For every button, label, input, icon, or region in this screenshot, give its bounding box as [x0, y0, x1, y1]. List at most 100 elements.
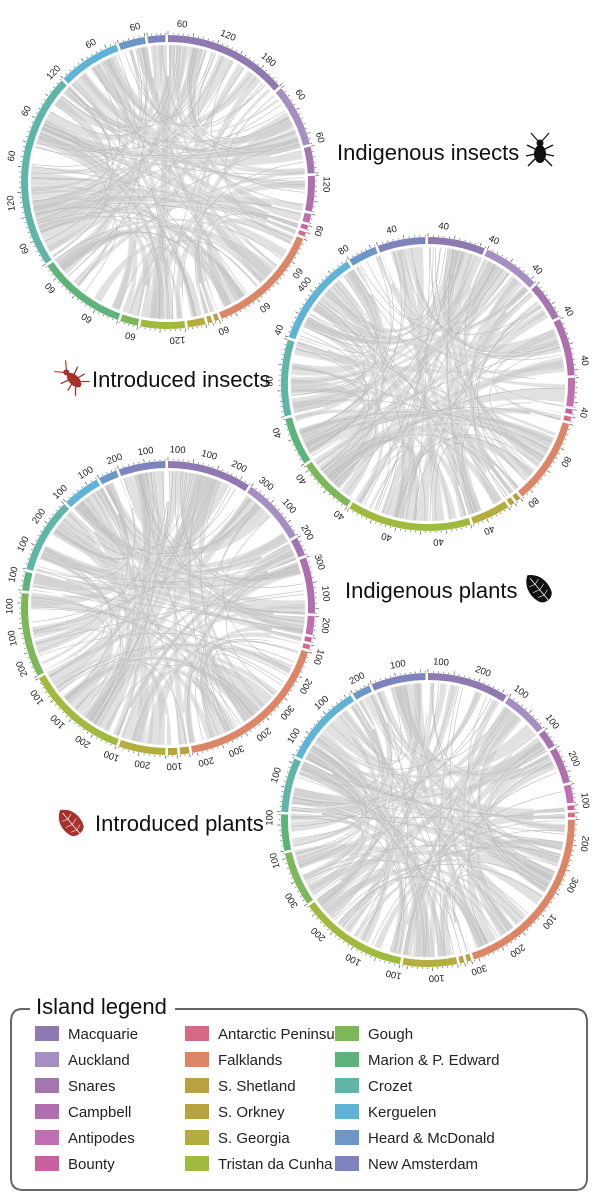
axis-tick — [265, 70, 267, 72]
axis-tick — [226, 471, 228, 473]
chord-line — [331, 275, 384, 483]
island-arc — [349, 246, 378, 266]
tick-label: 80 — [336, 243, 351, 258]
axis-tick — [244, 54, 247, 57]
tick-label: 200 — [229, 458, 248, 475]
axis-tick — [560, 448, 564, 451]
axis-tick — [55, 704, 57, 706]
panel-indigenous-insects: 60 120 180 60 60 120 60 60 60 60 120 60 60 60 60 120 60 6… — [5, 19, 555, 346]
tick-label: 100 — [7, 566, 21, 584]
axis-tick — [65, 288, 67, 291]
axis-tick — [556, 745, 560, 748]
chord-line — [180, 471, 303, 588]
chord-ribbon — [63, 656, 256, 722]
sector-divider — [453, 922, 464, 954]
chord-line — [303, 761, 565, 819]
chord-ribbon — [83, 472, 152, 723]
axis-tick — [269, 73, 271, 75]
tick-label: 300 — [283, 891, 301, 910]
axis-tick — [63, 499, 66, 502]
axis-tick — [105, 741, 107, 744]
axis-tick — [541, 914, 545, 917]
sector-divider — [270, 633, 302, 644]
tick-label: 200 — [348, 670, 367, 687]
axis-tick — [510, 941, 513, 944]
chord-line — [60, 232, 229, 306]
axis-tick — [283, 338, 288, 340]
tick-label: 180 — [259, 51, 278, 70]
axis-tick — [280, 850, 284, 853]
island-arc — [147, 35, 166, 44]
axis-tick — [317, 720, 319, 722]
axis-tick — [51, 274, 54, 276]
chord-line — [78, 48, 146, 286]
sector-divider — [164, 713, 168, 746]
axis-tick — [287, 519, 291, 523]
island-arc — [549, 747, 570, 784]
chord-line — [130, 49, 304, 206]
axis-tick — [537, 482, 539, 484]
sector-divider — [493, 465, 516, 492]
chord-ribbon — [115, 548, 296, 739]
axis-tick — [277, 706, 280, 708]
axis-tick — [339, 938, 341, 940]
chord-line — [117, 247, 195, 317]
axis-tick — [231, 740, 234, 743]
legend-swatch — [335, 1156, 359, 1171]
axis-tick — [506, 257, 508, 260]
axis-tick — [39, 682, 42, 685]
axis-tick — [219, 320, 221, 324]
chord-line — [68, 230, 120, 283]
axis-tick — [352, 255, 354, 258]
legend-swatch — [335, 1052, 359, 1067]
chord-line — [342, 712, 512, 929]
axis-tick — [287, 95, 290, 97]
axis-tick — [527, 273, 529, 276]
island-arc — [140, 319, 186, 329]
axis-tick — [72, 493, 75, 495]
chord-line — [438, 686, 460, 956]
tick-label: 200 — [319, 617, 332, 634]
axis-tick — [547, 470, 551, 473]
axis-tick — [80, 58, 84, 62]
sector-divider — [314, 879, 342, 900]
chord-line — [96, 491, 181, 745]
chord-line — [33, 104, 282, 209]
tick-label: 200 — [578, 835, 591, 852]
axis-tick — [343, 941, 345, 943]
chord-line — [105, 485, 254, 716]
chord-line — [379, 691, 409, 953]
axis-tick — [115, 468, 117, 471]
chord-line — [464, 264, 509, 327]
axis-tick — [356, 513, 358, 516]
axis-tick — [514, 938, 517, 941]
sector-divider — [311, 440, 340, 460]
axis-tick — [526, 929, 529, 931]
axis-tick — [27, 131, 30, 133]
chord-line — [75, 664, 136, 736]
axis-tick — [221, 319, 223, 321]
chord-ribbon — [322, 408, 561, 483]
chord-line — [189, 47, 298, 150]
axis-tick — [197, 752, 199, 757]
chord-line — [291, 813, 565, 818]
chord-line — [31, 608, 105, 677]
axis-tick — [192, 33, 195, 37]
axis-tick — [547, 732, 549, 734]
chord-line — [338, 387, 565, 488]
axis-tick — [58, 506, 61, 508]
axis-tick — [274, 710, 276, 712]
axis-tick — [495, 514, 497, 517]
tick-label: 60 — [19, 104, 34, 118]
axis-tick — [290, 326, 292, 328]
chord-line — [41, 123, 106, 155]
chord-line — [334, 440, 398, 514]
chord-line — [186, 638, 300, 744]
axis-tick — [477, 522, 479, 525]
chord-line — [34, 202, 291, 244]
axis-tick — [248, 305, 251, 307]
axis-tick — [29, 126, 32, 128]
chord-line — [328, 289, 477, 513]
axis-tick — [328, 708, 330, 711]
axis-tick — [59, 78, 62, 81]
